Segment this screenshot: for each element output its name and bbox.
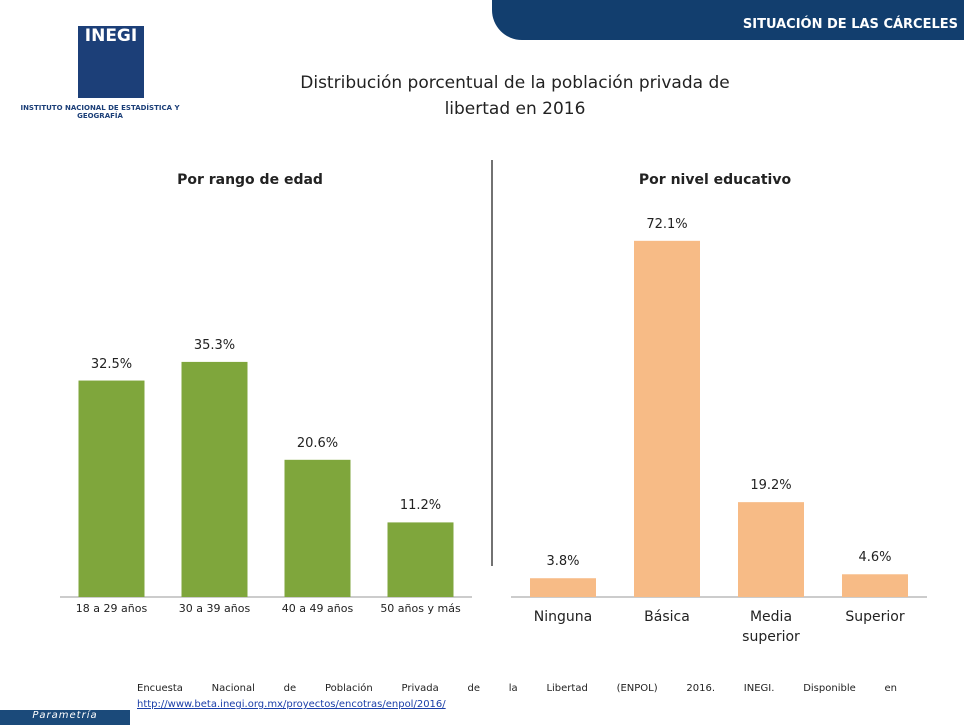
value-label: 11.2% <box>381 498 461 513</box>
x-tick-label: 40 a 49 años <box>270 602 366 615</box>
bar <box>388 522 454 597</box>
bar <box>842 574 908 597</box>
x-tick-label: Ninguna <box>515 607 611 627</box>
value-label: 4.6% <box>835 550 915 565</box>
value-label: 3.8% <box>523 554 603 569</box>
bar <box>285 460 351 597</box>
value-label: 32.5% <box>72 357 152 372</box>
brand: Parametría <box>0 710 130 725</box>
chart-subtitle: Por rango de edad <box>130 172 370 188</box>
source: Encuesta Nacional de Población Privada d… <box>137 683 897 694</box>
x-tick-label: Media superior <box>723 607 819 647</box>
bar <box>738 502 804 597</box>
x-tick-label: Superior <box>827 607 923 627</box>
value-label: 20.6% <box>278 436 358 451</box>
bar <box>182 362 248 597</box>
x-tick-label: 18 a 29 años <box>64 602 160 615</box>
bar <box>634 241 700 597</box>
chart-subtitle: Por nivel educativo <box>595 172 835 188</box>
value-label: 19.2% <box>731 478 811 493</box>
bar <box>530 578 596 597</box>
value-label: 72.1% <box>627 217 707 232</box>
x-tick-label: 50 años y más <box>373 602 469 615</box>
bar <box>79 381 145 597</box>
source-link[interactable]: http://www.beta.inegi.org.mx/proyectos/e… <box>137 699 446 710</box>
value-label: 35.3% <box>175 338 255 353</box>
x-tick-label: 30 a 39 años <box>167 602 263 615</box>
x-tick-label: Básica <box>619 607 715 627</box>
slide: SITUACIÓN DE LAS CÁRCELES INEGI INSTITUT… <box>0 0 964 725</box>
